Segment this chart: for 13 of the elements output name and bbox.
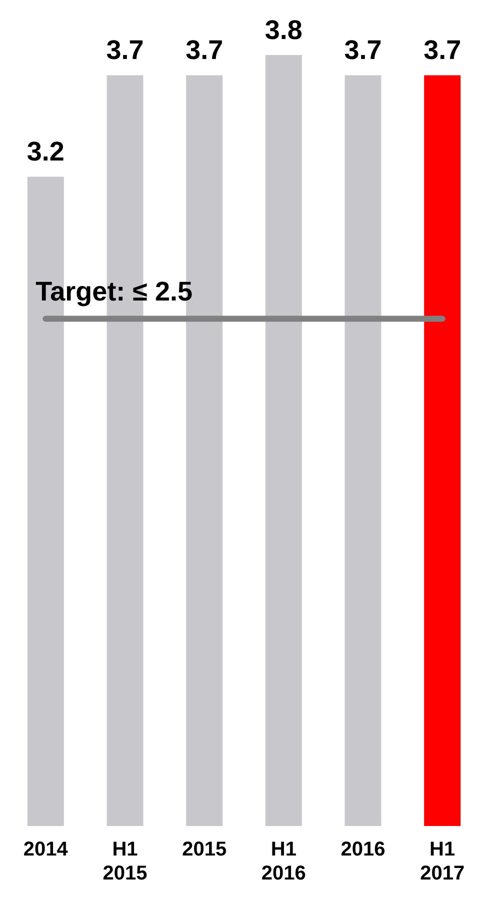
data-label: 3.2 bbox=[26, 136, 64, 167]
data-label: 3.7 bbox=[344, 35, 382, 66]
data-label: 3.7 bbox=[106, 35, 144, 66]
x-tick-label: 2014 bbox=[23, 838, 69, 861]
x-tick-label: 2015 bbox=[182, 838, 227, 861]
x-tick-label: H1 2016 bbox=[261, 838, 306, 885]
x-tick-label: H1 2017 bbox=[420, 838, 465, 885]
x-tick-label: 2016 bbox=[340, 838, 386, 861]
data-label: 3.8 bbox=[264, 14, 302, 45]
x-tick-label: H1 2015 bbox=[102, 838, 148, 885]
ref-line-label: Target: ≤ 2.5 bbox=[36, 276, 193, 307]
data-label: 3.7 bbox=[424, 35, 462, 66]
data-label: 3.7 bbox=[186, 35, 224, 66]
